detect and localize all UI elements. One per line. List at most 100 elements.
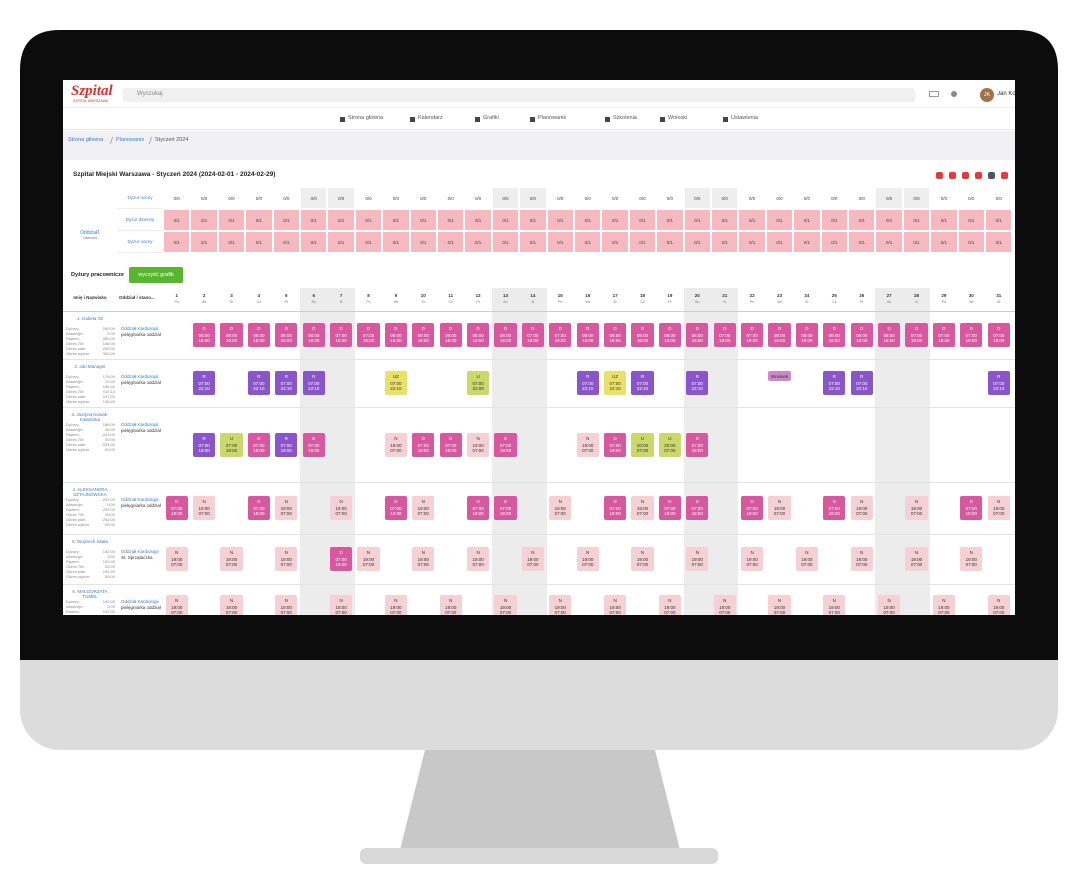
shift[interactable]: [384, 371, 408, 395]
shift[interactable]: [905, 547, 928, 571]
shift[interactable]: [877, 323, 901, 347]
breadcrumb[interactable]: Planowanie: [116, 137, 145, 143]
shift[interactable]: [960, 323, 983, 347]
shift[interactable]: [192, 371, 216, 395]
shift[interactable]: [631, 323, 654, 347]
shift[interactable]: [384, 594, 408, 615]
shift[interactable]: [603, 371, 627, 395]
shift[interactable]: [795, 547, 819, 571]
shift[interactable]: [576, 323, 599, 347]
shift[interactable]: [439, 594, 462, 615]
shift[interactable]: [549, 496, 572, 520]
shift[interactable]: [740, 547, 764, 571]
shift[interactable]: [275, 432, 298, 457]
shift[interactable]: [576, 371, 599, 395]
shift[interactable]: [220, 323, 243, 347]
shift[interactable]: [384, 496, 408, 520]
shift[interactable]: [275, 371, 298, 395]
nav-item[interactable]: Planowanie: [538, 115, 567, 121]
shift[interactable]: [686, 371, 709, 395]
shift[interactable]: [576, 547, 599, 571]
shift[interactable]: [987, 371, 1010, 395]
shift[interactable]: [247, 496, 271, 520]
shift[interactable]: [686, 547, 709, 571]
shift[interactable]: [357, 323, 380, 347]
shift[interactable]: [713, 594, 736, 615]
nav-item[interactable]: Wnioski: [668, 115, 688, 121]
shift[interactable]: [603, 323, 627, 347]
shift[interactable]: [823, 594, 846, 615]
shift[interactable]: [768, 496, 791, 520]
shift[interactable]: [768, 594, 791, 615]
shift[interactable]: [494, 594, 517, 615]
shift[interactable]: [658, 323, 682, 347]
shift[interactable]: [275, 496, 298, 520]
employee-name[interactable]: 5. Wojciech Skała: [72, 539, 108, 544]
shift[interactable]: [275, 323, 298, 347]
shift[interactable]: [795, 323, 819, 347]
avatar[interactable]: JK: [980, 88, 994, 102]
employee-dept[interactable]: Oddział Kardiologii: [121, 374, 159, 379]
toolbar-icon[interactable]: [962, 172, 969, 179]
shift[interactable]: [302, 371, 325, 395]
shift[interactable]: [850, 547, 873, 571]
shift[interactable]: [247, 371, 271, 395]
shift[interactable]: [220, 547, 243, 571]
shift[interactable]: [466, 371, 490, 395]
user-name[interactable]: Jan Ko: [997, 91, 1015, 97]
employee-name[interactable]: 1. Izabela Gil: [76, 316, 104, 321]
shift[interactable]: [329, 547, 353, 571]
breadcrumb[interactable]: Strona główna: [68, 137, 104, 143]
toolbar-icon[interactable]: [975, 172, 982, 179]
shift[interactable]: [740, 323, 764, 347]
shift[interactable]: [768, 371, 791, 381]
shift[interactable]: [905, 323, 928, 347]
employee-name[interactable]: 3. Justyna Nowak-Kabańska: [71, 412, 109, 422]
shift[interactable]: [329, 323, 353, 347]
toolbar-icon[interactable]: [988, 172, 995, 179]
shift[interactable]: [275, 594, 298, 615]
shift[interactable]: [302, 432, 325, 457]
shift[interactable]: [576, 432, 599, 457]
shift[interactable]: [247, 432, 271, 457]
shift[interactable]: [658, 432, 682, 457]
shift[interactable]: [192, 432, 216, 457]
nav-item[interactable]: Ustawienia: [731, 115, 758, 121]
shift[interactable]: [823, 371, 846, 395]
employee-name[interactable]: 6. MAŁGORZATA TUMEL: [72, 589, 108, 599]
shift[interactable]: [631, 496, 654, 520]
shift[interactable]: [631, 432, 654, 457]
shift[interactable]: [658, 594, 682, 615]
shift[interactable]: [960, 547, 983, 571]
toolbar-icon[interactable]: [1001, 172, 1008, 179]
shift[interactable]: [631, 547, 654, 571]
shift[interactable]: [494, 496, 517, 520]
employee-dept[interactable]: Oddział Kardiologii: [121, 422, 159, 427]
shift[interactable]: [960, 496, 983, 520]
toolbar-icon[interactable]: [936, 172, 943, 179]
shift[interactable]: [412, 496, 435, 520]
shift[interactable]: [631, 371, 654, 395]
shift[interactable]: [439, 323, 462, 347]
shift[interactable]: [686, 432, 709, 457]
shift[interactable]: [823, 496, 846, 520]
shift[interactable]: [823, 323, 846, 347]
shift[interactable]: [850, 371, 873, 395]
shift[interactable]: [987, 496, 1010, 520]
shift[interactable]: [439, 432, 462, 457]
shift[interactable]: [494, 432, 517, 457]
employee-dept[interactable]: Oddział Kardiologii: [121, 326, 159, 331]
shift[interactable]: [658, 496, 682, 520]
employee-name[interactable]: 2. Jan Manager: [74, 364, 106, 369]
shift[interactable]: [521, 323, 545, 347]
shift[interactable]: [192, 323, 216, 347]
nav-item[interactable]: Szkolenia: [613, 115, 637, 121]
shift[interactable]: [740, 496, 764, 520]
shift[interactable]: [521, 547, 545, 571]
employee-dept[interactable]: Oddział Kardiologii: [121, 497, 159, 502]
shift[interactable]: [384, 432, 408, 457]
shift[interactable]: [603, 432, 627, 457]
shift[interactable]: [220, 432, 243, 457]
shift[interactable]: [686, 496, 709, 520]
search[interactable]: Wyszukaj: [123, 88, 915, 102]
